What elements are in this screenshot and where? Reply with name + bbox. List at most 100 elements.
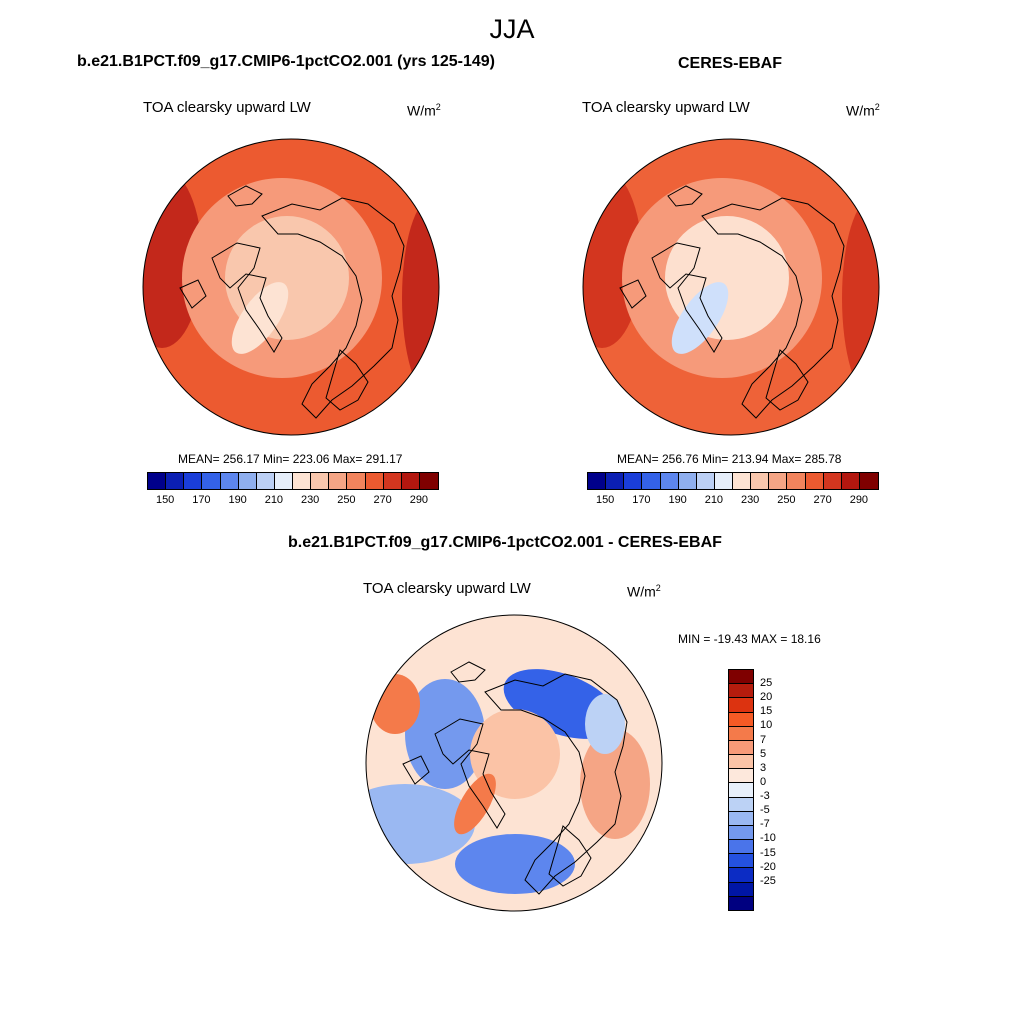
map1-coastlines xyxy=(179,185,405,419)
colorbar-swatch xyxy=(347,473,366,489)
obs-variable-label: TOA clearsky upward LW xyxy=(582,99,750,116)
colorbar-swatch xyxy=(729,896,753,910)
colorbar-swatch xyxy=(148,473,167,489)
colorbar-tick-label: 25 xyxy=(760,677,773,690)
obs-stats: MEAN= 256.76 Min= 213.94 Max= 285.78 xyxy=(617,452,842,466)
diff-variable-label: TOA clearsky upward LW xyxy=(363,580,531,597)
colorbar-tick-label: 170 xyxy=(632,494,651,506)
colorbar-tick-label: 190 xyxy=(668,494,687,506)
colorbar-swatch xyxy=(678,473,697,489)
colorbar-swatch xyxy=(729,783,753,798)
map2-coastlines xyxy=(619,185,845,419)
colorbar-swatch xyxy=(729,712,753,727)
diff-panel-title: b.e21.B1PCT.f09_g17.CMIP6-1pctCO2.001 - … xyxy=(288,534,722,551)
colorbar-tick-label: -10 xyxy=(760,832,776,845)
colorbar-tick-label: 0 xyxy=(760,775,767,788)
colorbar-swatch xyxy=(383,473,402,489)
colorbar-tick-label: 210 xyxy=(704,494,724,506)
obs-polar-map xyxy=(582,138,880,436)
map1-field xyxy=(143,139,439,435)
colorbar-swatch xyxy=(588,473,607,489)
map2-coastline xyxy=(701,197,845,419)
colorbar-tick-label: 7 xyxy=(760,733,767,746)
diff-units-label: W/m2 xyxy=(627,583,661,600)
colorbar-tick-label: 290 xyxy=(409,494,429,506)
map3-coastline xyxy=(484,673,628,895)
model-polar-map xyxy=(142,138,440,436)
map3-coastline xyxy=(434,718,506,829)
colorbar-swatch xyxy=(184,473,203,489)
map3-map-border xyxy=(365,614,663,912)
colorbar-tick-label: 150 xyxy=(155,494,175,506)
map1-coastline xyxy=(179,279,207,309)
obs-colorbar xyxy=(587,472,879,490)
colorbar-tick-label: -25 xyxy=(760,874,776,887)
colorbar-swatch xyxy=(274,473,293,489)
colorbar-swatch xyxy=(729,868,753,883)
colorbar-swatch xyxy=(419,473,438,489)
colorbar-swatch xyxy=(841,473,860,489)
colorbar-swatch xyxy=(238,473,257,489)
model-variable-label: TOA clearsky upward LW xyxy=(143,99,311,116)
colorbar-swatch xyxy=(729,840,753,855)
map3-patch xyxy=(585,694,625,754)
colorbar-tick-label: 190 xyxy=(228,494,247,506)
colorbar-swatch xyxy=(329,473,348,489)
colorbar-swatch xyxy=(624,473,643,489)
colorbar-swatch xyxy=(751,473,770,489)
colorbar-swatch xyxy=(220,473,239,489)
diff-colorbar xyxy=(728,669,754,911)
model-panel-title: b.e21.B1PCT.f09_g17.CMIP6-1pctCO2.001 (y… xyxy=(77,53,495,70)
colorbar-tick-label: -7 xyxy=(760,818,770,831)
map2-coastline xyxy=(651,242,723,353)
map3-coastline xyxy=(450,661,486,683)
colorbar-tick-label: 230 xyxy=(740,494,760,506)
colorbar-swatch xyxy=(729,684,753,699)
colorbar-tick-label: 10 xyxy=(760,719,773,732)
colorbar-swatch xyxy=(311,473,330,489)
map1-patch xyxy=(402,198,439,398)
colorbar-tick-label: -20 xyxy=(760,860,776,873)
colorbar-swatch xyxy=(365,473,384,489)
map1-map-border xyxy=(142,138,440,436)
map2-coastline xyxy=(667,185,703,207)
colorbar-tick-label: 270 xyxy=(813,494,832,506)
map2-coastline xyxy=(765,349,809,411)
colorbar-swatch xyxy=(733,473,752,489)
colorbar-swatch xyxy=(769,473,788,489)
colorbar-tick-label: 5 xyxy=(760,747,767,760)
map1-coastline xyxy=(325,349,369,411)
colorbar-swatch xyxy=(642,473,661,489)
colorbar-swatch xyxy=(660,473,679,489)
colorbar-swatch xyxy=(606,473,625,489)
colorbar-swatch xyxy=(401,473,420,489)
colorbar-swatch xyxy=(787,473,806,489)
colorbar-swatch xyxy=(729,740,753,756)
colorbar-swatch xyxy=(729,769,753,784)
map2-field xyxy=(583,139,879,435)
colorbar-tick-label: 170 xyxy=(192,494,211,506)
map1-coastline xyxy=(211,242,283,353)
colorbar-tick-label: 250 xyxy=(337,494,356,506)
season-title: JJA xyxy=(489,14,535,44)
map3-field xyxy=(366,615,662,911)
colorbar-swatch xyxy=(823,473,842,489)
colorbar-tick-label: -15 xyxy=(760,846,776,859)
colorbar-swatch xyxy=(729,882,753,897)
map3-patch xyxy=(455,834,575,894)
colorbar-tick-label: 270 xyxy=(373,494,392,506)
model-units-label: W/m2 xyxy=(407,102,441,119)
colorbar-swatch xyxy=(714,473,733,489)
colorbar-tick-label: 15 xyxy=(760,705,773,718)
map1-coastline xyxy=(261,197,405,419)
colorbar-tick-label: 20 xyxy=(760,691,773,704)
colorbar-swatch xyxy=(696,473,715,489)
map3-coastline xyxy=(548,825,592,887)
map2-map-border xyxy=(582,138,880,436)
colorbar-swatch xyxy=(729,670,753,685)
model-stats: MEAN= 256.17 Min= 223.06 Max= 291.17 xyxy=(178,452,403,466)
colorbar-swatch xyxy=(729,797,753,812)
map3-patch xyxy=(454,773,496,835)
obs-panel-title: CERES-EBAF xyxy=(678,55,783,72)
map3-patch xyxy=(405,679,485,789)
